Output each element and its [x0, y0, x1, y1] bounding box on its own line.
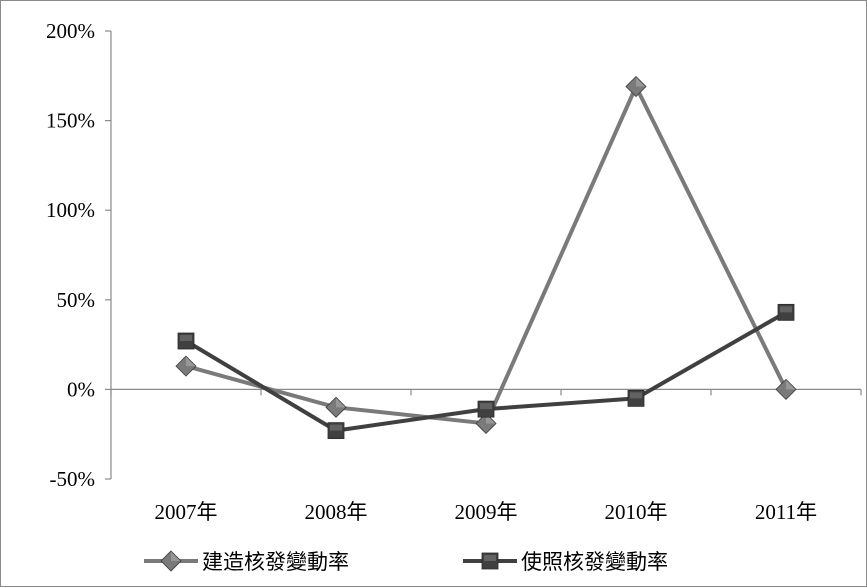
square-marker-highlight — [480, 403, 492, 410]
diamond-marker-outline — [475, 412, 497, 435]
y-tick-label: 200% — [46, 19, 95, 43]
legend-marker-2-highlight — [484, 555, 496, 561]
y-tick-label: 0% — [67, 377, 95, 401]
square-marker-fill — [327, 422, 345, 440]
legend-marker-2-fill — [481, 552, 499, 570]
x-tick-label: 2008年 — [305, 500, 368, 524]
legend-marker-2 — [481, 552, 499, 570]
y-tick-label: 100% — [46, 198, 95, 222]
diamond-marker — [625, 75, 647, 98]
diamond-marker-outline — [175, 355, 197, 377]
square-marker-fill — [177, 332, 195, 350]
legend-label-2: 使照核發變動率 — [521, 550, 668, 574]
square-marker — [627, 389, 645, 407]
series-line-1 — [185, 84, 788, 426]
diamond-marker — [175, 355, 197, 377]
square-marker-highlight — [180, 335, 192, 342]
x-tick-labels: 2007年 2008年 2009年 2010年 2011年 — [155, 500, 818, 524]
square-marker — [777, 303, 795, 321]
x-tick-label: 2009年 — [455, 500, 518, 524]
square-marker — [477, 400, 495, 418]
x-tick-label: 2007年 — [155, 500, 218, 524]
legend: 建造核發變動率 使照核發變動率 — [144, 550, 668, 574]
y-tick-label: 50% — [57, 288, 96, 312]
axes — [105, 30, 862, 480]
x-tick-label: 2011年 — [755, 500, 817, 524]
x-tick-label: 2010年 — [605, 500, 668, 524]
square-marker-highlight — [330, 424, 342, 431]
y-tick-labels: 200% 150% 100% 50% 0% -50% — [46, 19, 95, 491]
diamond-marker-outline — [775, 378, 797, 400]
square-marker — [327, 422, 345, 440]
diamond-marker — [325, 396, 347, 418]
legend-label-1: 建造核發變動率 — [202, 550, 349, 574]
square-marker-highlight — [630, 392, 642, 399]
square-marker — [177, 332, 195, 350]
square-marker-fill — [627, 389, 645, 407]
square-marker-fill — [477, 400, 495, 418]
series-layer — [175, 75, 797, 440]
square-marker-highlight — [780, 306, 792, 313]
y-tick-label: -50% — [50, 467, 96, 491]
legend-marker-1-outline — [160, 550, 182, 572]
diamond-marker-outline — [625, 75, 647, 98]
diamond-marker — [775, 378, 797, 400]
square-marker-fill — [777, 303, 795, 321]
diamond-marker-outline — [325, 396, 347, 418]
legend-marker-1 — [160, 550, 182, 572]
y-tick-label: 150% — [46, 109, 95, 133]
